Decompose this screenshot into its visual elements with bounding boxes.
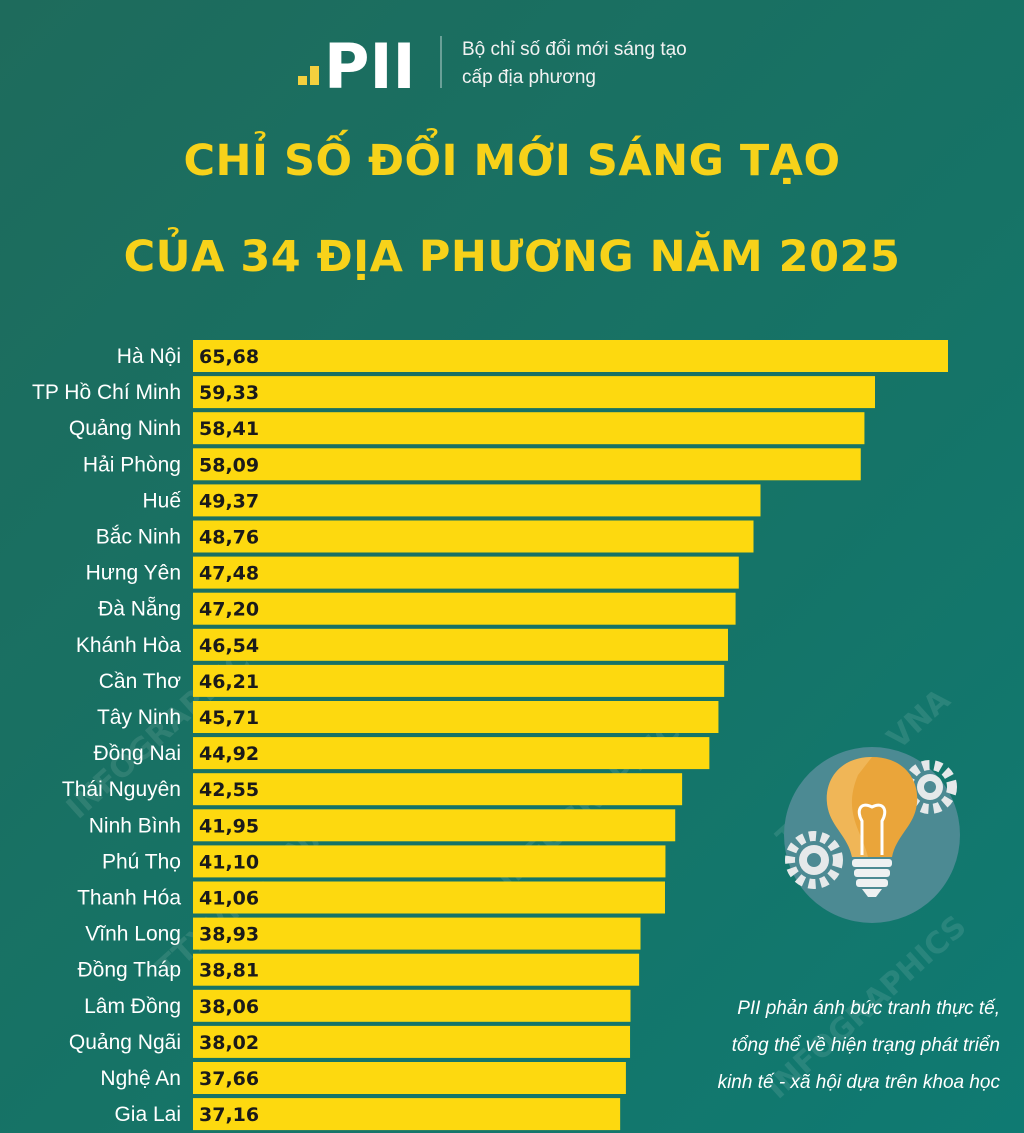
page-title-line1: CHỈ SỐ ĐỔI MỚI SÁNG TẠO bbox=[183, 136, 841, 186]
category-label: Phú Thọ bbox=[102, 850, 181, 873]
value-label: 59,33 bbox=[199, 382, 259, 404]
logo-text: PII bbox=[324, 30, 416, 94]
pii-description-note: PII phản ánh bức tranh thực tế, tổng thể… bbox=[640, 990, 1000, 1101]
note-line2: tổng thể về hiện trạng phát triển bbox=[731, 1035, 1000, 1056]
page-title-line2: CỦA 34 ĐỊA PHƯƠNG NĂM 2025 bbox=[123, 232, 901, 282]
category-label: Cần Thơ bbox=[99, 670, 181, 693]
value-label: 38,81 bbox=[199, 960, 259, 982]
category-label: Ninh Bình bbox=[89, 814, 181, 837]
category-label: Vĩnh Long bbox=[85, 923, 181, 946]
value-label: 41,06 bbox=[199, 888, 259, 910]
category-label: Gia Lai bbox=[114, 1103, 181, 1126]
bar bbox=[193, 556, 739, 589]
pii-logo-icon: PII bbox=[298, 30, 416, 94]
bar bbox=[193, 520, 754, 553]
category-label: Tây Ninh bbox=[97, 706, 181, 729]
category-label: Hưng Yên bbox=[86, 562, 181, 585]
bar bbox=[193, 881, 665, 914]
bar bbox=[193, 1025, 631, 1058]
bar bbox=[193, 809, 676, 842]
category-label: Hà Nội bbox=[117, 345, 181, 368]
note-line1: PII phản ánh bức tranh thực tế, bbox=[737, 998, 1000, 1019]
category-label: Đà Nẵng bbox=[98, 598, 181, 621]
value-label: 42,55 bbox=[199, 779, 259, 801]
bar bbox=[193, 592, 736, 625]
value-label: 46,21 bbox=[199, 671, 259, 693]
value-label: 65,68 bbox=[199, 346, 259, 368]
category-label: TP Hồ Chí Minh bbox=[32, 381, 181, 404]
value-label: 38,02 bbox=[199, 1032, 259, 1054]
category-label: Nghệ An bbox=[100, 1067, 181, 1090]
value-label: 41,95 bbox=[199, 815, 259, 837]
category-label: Quảng Ngãi bbox=[69, 1031, 181, 1054]
value-label: 58,41 bbox=[199, 418, 259, 440]
note-line3: kinh tế - xã hội dựa trên khoa học bbox=[717, 1072, 1000, 1093]
category-label: Hải Phòng bbox=[83, 453, 181, 476]
value-label: 47,20 bbox=[199, 599, 259, 621]
bar bbox=[193, 376, 876, 409]
logo-subtitle-line2: cấp địa phương bbox=[462, 67, 596, 88]
bar bbox=[193, 953, 640, 986]
value-label: 37,16 bbox=[199, 1104, 259, 1126]
category-label: Thái Nguyên bbox=[62, 778, 181, 801]
category-label: Quảng Ninh bbox=[69, 417, 181, 440]
value-label: 38,93 bbox=[199, 924, 259, 946]
value-label: 47,48 bbox=[199, 563, 259, 585]
bar bbox=[193, 628, 728, 661]
logo-divider bbox=[440, 36, 442, 88]
bar bbox=[193, 1062, 626, 1094]
category-label: Đồng Tháp bbox=[77, 959, 181, 982]
bar bbox=[193, 737, 710, 770]
category-label: Bắc Ninh bbox=[96, 526, 181, 549]
bar bbox=[193, 989, 631, 1022]
value-label: 38,06 bbox=[199, 996, 259, 1018]
category-label: Lâm Đồng bbox=[84, 995, 181, 1018]
gear-icon bbox=[785, 831, 843, 889]
value-label: 49,37 bbox=[199, 490, 259, 512]
bar bbox=[193, 701, 719, 733]
lightbulb-icon bbox=[784, 747, 960, 923]
bar bbox=[193, 845, 666, 878]
value-label: 44,92 bbox=[199, 743, 259, 765]
category-label: Thanh Hóa bbox=[77, 887, 181, 910]
value-label: 58,09 bbox=[199, 454, 259, 476]
category-label: Khánh Hòa bbox=[76, 634, 181, 657]
logo-subtitle-line1: Bộ chỉ số đổi mới sáng tạo bbox=[462, 39, 687, 60]
bar bbox=[193, 484, 761, 517]
value-label: 41,10 bbox=[199, 851, 259, 873]
bar bbox=[193, 773, 683, 806]
value-label: 45,71 bbox=[199, 707, 259, 729]
logo-subtitle: Bộ chỉ số đổi mới sáng tạo cấp địa phươn… bbox=[462, 36, 687, 92]
value-label: 48,76 bbox=[199, 527, 259, 549]
bar bbox=[193, 664, 725, 697]
bar bbox=[193, 448, 861, 481]
gear-icon bbox=[903, 760, 957, 814]
bar bbox=[193, 412, 865, 445]
value-label: 37,66 bbox=[199, 1068, 259, 1090]
bar bbox=[193, 1098, 621, 1131]
bar bbox=[193, 340, 948, 372]
category-label: Huế bbox=[142, 489, 181, 512]
value-label: 46,54 bbox=[199, 635, 259, 657]
bar bbox=[193, 917, 641, 950]
category-label: Đồng Nai bbox=[93, 742, 181, 765]
